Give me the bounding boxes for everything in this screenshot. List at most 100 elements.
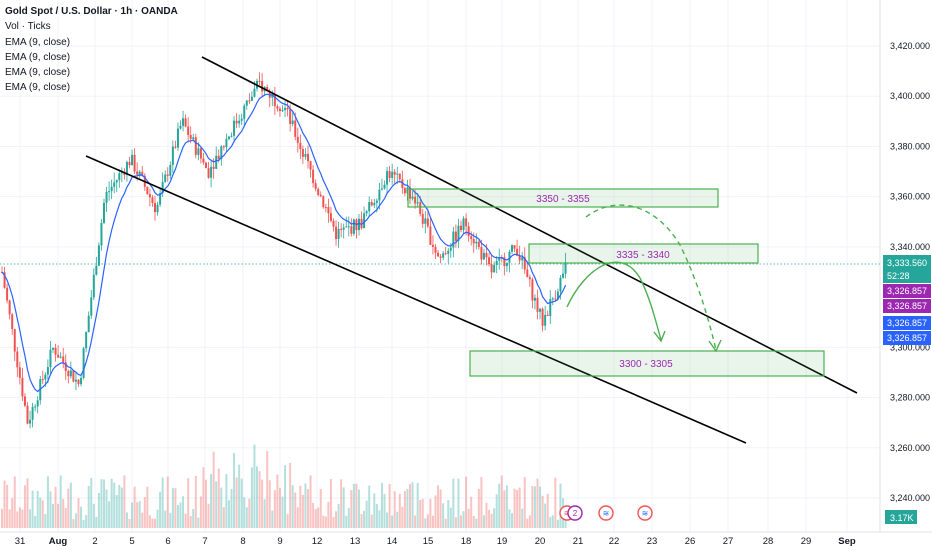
candle-body bbox=[16, 351, 19, 368]
volume-bar bbox=[103, 479, 105, 528]
volume-bar bbox=[138, 501, 141, 528]
candle-body bbox=[253, 88, 256, 97]
candle-body bbox=[350, 226, 353, 234]
zone-3300-3305[interactable]: 3300 - 3305 bbox=[469, 350, 825, 377]
volume-bar bbox=[120, 487, 123, 528]
volume-bar bbox=[539, 486, 542, 528]
candle-body bbox=[8, 300, 11, 315]
volume-bar bbox=[16, 511, 19, 528]
candle-body bbox=[217, 155, 220, 159]
volume-indicator-label[interactable]: Vol · Ticks bbox=[5, 21, 51, 33]
candle-body bbox=[176, 128, 179, 148]
symbol-title[interactable]: Gold Spot / U.S. Dollar · 1h · OANDA bbox=[5, 6, 178, 17]
candle-body bbox=[220, 146, 223, 159]
candle-body bbox=[159, 192, 162, 205]
volume-bar bbox=[350, 490, 353, 528]
price-tick-label: 3,280.000 bbox=[890, 393, 930, 403]
volume-bar bbox=[485, 502, 488, 528]
time-tick-label: 8 bbox=[240, 536, 245, 547]
volume-bar bbox=[396, 511, 399, 528]
volume-bar bbox=[516, 489, 519, 528]
volume-bar bbox=[26, 478, 29, 528]
volume-bar bbox=[276, 474, 279, 528]
candle-body bbox=[335, 226, 338, 239]
candle-body bbox=[77, 379, 80, 385]
volume-bar bbox=[34, 515, 37, 528]
candle-body bbox=[452, 231, 455, 248]
volume-bar bbox=[345, 515, 348, 528]
volume-bar bbox=[29, 509, 32, 528]
channel-lower-line[interactable] bbox=[85, 155, 747, 444]
candle-body bbox=[416, 202, 419, 204]
candle-body bbox=[69, 370, 72, 377]
candle-body bbox=[44, 374, 47, 380]
candle-body bbox=[278, 108, 281, 112]
ema-indicator-label[interactable]: EMA (9, close) bbox=[5, 51, 71, 63]
volume-bars bbox=[1, 444, 567, 528]
volume-bar bbox=[253, 444, 256, 528]
volume-bar bbox=[182, 496, 185, 528]
volume-bar bbox=[192, 509, 195, 528]
volume-bar bbox=[156, 509, 159, 528]
volume-bar bbox=[284, 465, 287, 528]
volume-bar bbox=[488, 509, 491, 528]
channel-upper-line[interactable] bbox=[201, 56, 858, 394]
volume-bar bbox=[248, 498, 251, 528]
candle-body bbox=[309, 161, 312, 170]
zone-3335-3340[interactable]: 3335 - 3340 bbox=[528, 243, 759, 264]
volume-bar bbox=[495, 494, 498, 528]
candle-body bbox=[258, 80, 261, 82]
candle-body bbox=[526, 269, 529, 278]
event-icons[interactable]: ≋ 2 ≋ ≋ bbox=[559, 505, 653, 521]
last-price-tag: 3,333.560 52:28 bbox=[883, 255, 931, 283]
volume-bar bbox=[319, 489, 322, 528]
volume-bar bbox=[21, 509, 24, 528]
volume-bar bbox=[166, 476, 169, 528]
price-axis[interactable]: 3,420.000 3,400.000 3,380.000 3,360.000 3,34… bbox=[879, 0, 930, 532]
candle-body bbox=[261, 81, 264, 92]
volume-bar bbox=[54, 486, 57, 528]
projection-arrows[interactable] bbox=[566, 204, 722, 353]
volume-bar bbox=[419, 499, 422, 528]
ema-indicator-label[interactable]: EMA (9, close) bbox=[5, 36, 71, 48]
volume-tag: 3.17K bbox=[885, 510, 917, 524]
candle-body bbox=[125, 162, 128, 175]
zone-3350-3355[interactable]: 3350 - 3355 bbox=[407, 188, 719, 208]
time-axis[interactable]: 31 Aug 2 5 6 7 8 9 12 13 14 15 18 19 20 21 22 23 26 27 28 29 S… bbox=[0, 531, 932, 547]
ema-indicator-label[interactable]: EMA (9, close) bbox=[5, 82, 71, 94]
candle-body bbox=[439, 256, 442, 258]
last-price-value: 3,333.560 bbox=[887, 258, 927, 268]
candle-body bbox=[477, 241, 480, 247]
svg-text:3.17K: 3.17K bbox=[890, 513, 914, 523]
volume-bar bbox=[373, 493, 376, 528]
candle-body bbox=[498, 257, 501, 261]
time-tick-label: 27 bbox=[723, 536, 734, 547]
candle-body bbox=[108, 191, 111, 193]
candle-body bbox=[95, 265, 98, 275]
arrowhead-short bbox=[653, 330, 666, 343]
candle-body bbox=[156, 204, 159, 213]
candle-body bbox=[554, 298, 557, 300]
volume-bar bbox=[222, 507, 225, 528]
zone-label: 3350 - 3355 bbox=[536, 194, 590, 205]
candle-body bbox=[421, 213, 424, 224]
candle-body bbox=[340, 228, 343, 230]
volume-bar bbox=[92, 503, 95, 528]
candle-body bbox=[266, 86, 269, 92]
volume-bar bbox=[258, 471, 261, 528]
volume-bar bbox=[161, 477, 164, 528]
ema-indicator-label[interactable]: EMA (9, close) bbox=[5, 67, 71, 79]
volume-bar bbox=[6, 484, 9, 528]
volume-bar bbox=[256, 466, 258, 528]
candle-body bbox=[59, 356, 62, 358]
candle-body bbox=[511, 245, 513, 252]
volume-bar bbox=[13, 476, 16, 528]
candle-body bbox=[41, 379, 44, 381]
candle-body bbox=[52, 347, 54, 350]
volume-bar bbox=[329, 479, 332, 528]
volume-bar bbox=[148, 515, 151, 528]
volume-bar bbox=[131, 502, 134, 528]
volume-bar bbox=[391, 515, 394, 528]
time-tick-label: 9 bbox=[277, 536, 282, 547]
